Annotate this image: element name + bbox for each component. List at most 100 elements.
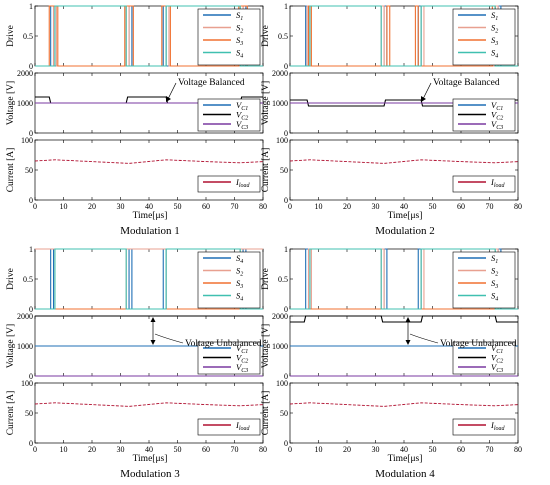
legend-label: S1: [491, 253, 498, 265]
arrow-head: [421, 96, 426, 102]
x-tick-label: 60: [202, 445, 210, 454]
y-tick-label: 50: [25, 166, 33, 175]
y-tick-label: 1000: [272, 99, 288, 108]
series-line-Iload: [290, 159, 518, 164]
y-tick-label: 0: [284, 62, 288, 71]
legend-label: S2: [491, 266, 498, 278]
y-tick-label: 100: [21, 136, 33, 145]
annotation-leader: [154, 333, 184, 344]
x-tick-label: 50: [429, 202, 437, 211]
annotation-leader: [409, 333, 439, 344]
y-axis-label: Current [A]: [261, 391, 271, 436]
legend-label: S2: [491, 23, 498, 35]
annotation-text: Voltage Unbalanced: [185, 339, 262, 349]
legend: Iload: [452, 175, 516, 193]
subplot-3: 0 50 100 0 10 20 30 40 50 60 70 80 Current [A] Iload: [6, 136, 267, 211]
legend: Iload: [197, 175, 261, 193]
chart-title: Modulation 2: [375, 225, 435, 237]
y-tick-label: 0: [29, 305, 33, 314]
x-tick-label: 0: [288, 202, 292, 211]
arrow-head: [166, 96, 171, 102]
y-tick-label: 1000: [272, 342, 288, 351]
x-tick-label: 80: [259, 445, 267, 454]
legend: Iload: [452, 418, 516, 436]
legend-label: S1: [491, 10, 498, 22]
series-line-Iload: [35, 402, 263, 407]
x-tick-label: 40: [400, 445, 408, 454]
y-tick-label: 0: [29, 372, 33, 381]
legend-label: S4: [491, 48, 498, 60]
y-tick-label: 0: [284, 305, 288, 314]
x-tick-label: 70: [231, 202, 239, 211]
x-tick-label: 10: [60, 445, 68, 454]
x-tick-label: 80: [514, 445, 522, 454]
legend-label: S3: [236, 35, 243, 47]
arrow-head-down: [150, 340, 156, 345]
annotation: Voltage Unbalanced: [150, 317, 262, 349]
x-tick-label: 50: [174, 445, 182, 454]
y-tick-label: 2000: [272, 312, 288, 321]
x-tick-label: 20: [88, 202, 96, 211]
x-axis-label: Time[μs]: [388, 211, 423, 221]
legend-box: [197, 8, 261, 66]
subplot-3: 0 50 100 0 10 20 30 40 50 60 70 80 Current [A] Iload: [261, 379, 522, 454]
y-tick-label: 2000: [17, 312, 33, 321]
legend-box: [197, 175, 261, 193]
legend-box: [452, 418, 516, 436]
arrow-head-down: [405, 340, 411, 345]
x-axis-label: Time[μs]: [133, 454, 168, 464]
y-tick-label: 0: [284, 129, 288, 138]
x-tick-label: 50: [429, 445, 437, 454]
y-tick-label: 100: [21, 379, 33, 388]
x-tick-label: 0: [288, 445, 292, 454]
chart-title: Modulation 3: [120, 468, 180, 480]
x-tick-label: 70: [486, 202, 494, 211]
x-tick-label: 60: [457, 445, 465, 454]
y-tick-label: 0: [29, 196, 33, 205]
chart-title: Modulation 1: [120, 225, 180, 237]
x-tick-label: 40: [400, 202, 408, 211]
series-line-Iload: [35, 159, 263, 164]
annotation: Voltage Balanced: [166, 78, 245, 102]
y-axis-label: Voltage [V]: [6, 324, 16, 368]
legend-label: S3: [491, 35, 498, 47]
x-tick-label: 70: [231, 445, 239, 454]
annotation: Voltage Balanced: [421, 78, 500, 102]
legend-label: S2: [236, 266, 243, 278]
x-tick-label: 10: [315, 445, 323, 454]
annotation-text: Voltage Balanced: [433, 78, 500, 88]
subplot-3: 0 50 100 0 10 20 30 40 50 60 70 80 Current [A] Iload: [261, 136, 522, 211]
y-tick-label: 1: [29, 245, 33, 254]
legend-box: [197, 251, 261, 309]
x-tick-label: 80: [514, 202, 522, 211]
y-tick-label: 0.5: [278, 32, 288, 41]
y-tick-label: 100: [276, 379, 288, 388]
x-axis-label: Time[μs]: [388, 454, 423, 464]
y-tick-label: 0.5: [23, 275, 33, 284]
y-tick-label: 100: [276, 136, 288, 145]
y-tick-label: 0: [284, 439, 288, 448]
y-tick-label: 2000: [17, 69, 33, 78]
y-tick-label: 1: [284, 2, 288, 11]
x-tick-label: 30: [117, 202, 125, 211]
y-tick-label: 1000: [17, 99, 33, 108]
series-line-VC2: [290, 315, 518, 323]
y-tick-label: 1000: [17, 342, 33, 351]
legend-label: S1: [236, 10, 243, 22]
x-tick-label: 60: [202, 202, 210, 211]
y-axis-label: Voltage [V]: [261, 324, 271, 368]
y-tick-label: 2000: [272, 69, 288, 78]
arrow-head-up: [150, 317, 156, 322]
legend-label: S4: [491, 291, 498, 303]
chart-title: Modulation 4: [375, 468, 435, 480]
x-tick-label: 30: [117, 445, 125, 454]
legend-box: [197, 418, 261, 436]
